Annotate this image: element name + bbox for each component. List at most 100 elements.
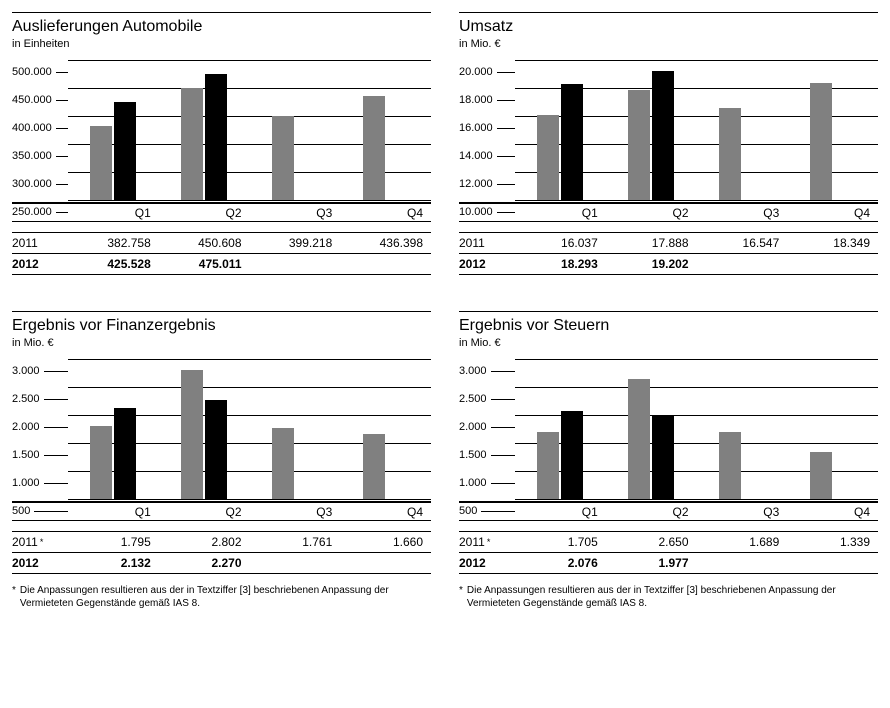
data-cell: 18.349 bbox=[787, 236, 878, 250]
gridline bbox=[68, 499, 431, 500]
bar-2011 bbox=[810, 83, 832, 200]
y-tick-label: 20.000 bbox=[459, 66, 497, 78]
bar-group bbox=[606, 60, 697, 200]
y-tick: 2.000 bbox=[12, 421, 68, 433]
data-cell bbox=[340, 556, 431, 570]
data-cells: 1.7052.6501.6891.339 bbox=[515, 535, 878, 549]
data-row-2011: 2011*1.7952.8021.7611.660 bbox=[12, 531, 431, 553]
x-label: Q2 bbox=[606, 206, 697, 220]
panel-subtitle: in Mio. € bbox=[459, 38, 878, 50]
bar-2012 bbox=[205, 74, 227, 200]
gridline bbox=[515, 499, 878, 500]
y-tick-label: 450.000 bbox=[12, 94, 56, 106]
data-table: 201116.03717.88816.54718.349201218.29319… bbox=[459, 232, 878, 275]
data-cell: 475.011 bbox=[159, 257, 250, 271]
bar-groups bbox=[515, 60, 878, 200]
data-cell bbox=[250, 556, 341, 570]
y-tick-label: 3.000 bbox=[459, 365, 491, 377]
y-tick-label: 1.500 bbox=[12, 449, 44, 461]
y-tick: 350.000 bbox=[12, 150, 68, 162]
panel-subtitle: in Mio. € bbox=[12, 337, 431, 349]
y-tick-rule bbox=[481, 511, 515, 512]
y-tick: 10.000 bbox=[459, 206, 515, 218]
y-tick-rule bbox=[56, 184, 68, 185]
y-tick-rule bbox=[44, 455, 68, 456]
data-cell: 2.650 bbox=[606, 535, 697, 549]
y-tick-rule bbox=[491, 399, 515, 400]
data-cell: 16.037 bbox=[515, 236, 606, 250]
x-axis-row: Q1Q2Q3Q4 bbox=[459, 501, 878, 521]
data-cell: 1.689 bbox=[697, 535, 788, 549]
panel-title: Umsatz bbox=[459, 18, 878, 36]
data-cell bbox=[697, 257, 788, 271]
data-row-label: 2012 bbox=[12, 257, 68, 271]
x-label: Q1 bbox=[68, 505, 159, 519]
bar-2011 bbox=[537, 115, 559, 200]
x-label: Q3 bbox=[250, 206, 341, 220]
data-cell: 2.076 bbox=[515, 556, 606, 570]
bar-2012 bbox=[561, 84, 583, 200]
chart-grid: Auslieferungen Automobilein Einheiten500… bbox=[12, 12, 878, 610]
panel-revenue: Umsatzin Mio. €20.00018.00016.00014.0001… bbox=[459, 12, 878, 275]
panel-title: Auslieferungen Automobile bbox=[12, 18, 431, 36]
y-tick: 500 bbox=[12, 505, 68, 517]
x-label: Q4 bbox=[340, 505, 431, 519]
y-tick-rule bbox=[56, 156, 68, 157]
data-cell: 1.660 bbox=[340, 535, 431, 549]
y-tick-label: 300.000 bbox=[12, 178, 56, 190]
y-tick-label: 14.000 bbox=[459, 150, 497, 162]
data-cell: 17.888 bbox=[606, 236, 697, 250]
data-cells: 18.29319.202 bbox=[515, 257, 878, 271]
bar-group bbox=[515, 359, 606, 499]
x-labels: Q1Q2Q3Q4 bbox=[68, 206, 431, 220]
bar-2011 bbox=[810, 452, 832, 499]
plot-area bbox=[68, 60, 431, 200]
data-row-2011: 2011*1.7052.6501.6891.339 bbox=[459, 531, 878, 553]
bar-group bbox=[697, 60, 788, 200]
x-label: Q4 bbox=[787, 206, 878, 220]
y-tick-label: 1.500 bbox=[459, 449, 491, 461]
plot-area bbox=[68, 359, 431, 499]
series-name: 2012 bbox=[459, 556, 486, 570]
series-name: 2012 bbox=[12, 556, 39, 570]
x-label: Q1 bbox=[68, 206, 159, 220]
chart-area: 3.0002.5002.0001.5001.000500 bbox=[12, 359, 431, 499]
data-cell: 450.608 bbox=[159, 236, 250, 250]
bar-group bbox=[250, 359, 341, 499]
bar-2012 bbox=[561, 411, 583, 499]
bar-2011 bbox=[537, 432, 559, 499]
x-label: Q3 bbox=[250, 505, 341, 519]
y-tick-label: 2.000 bbox=[459, 421, 491, 433]
y-tick-rule bbox=[491, 455, 515, 456]
bar-2011 bbox=[719, 108, 741, 200]
panel-top-rule bbox=[459, 311, 878, 315]
y-tick: 250.000 bbox=[12, 206, 68, 218]
x-axis-row: Q1Q2Q3Q4 bbox=[459, 202, 878, 222]
y-axis: 3.0002.5002.0001.5001.000500 bbox=[459, 359, 515, 499]
series-name: 2011 bbox=[459, 236, 485, 250]
y-tick-label: 2.500 bbox=[459, 393, 491, 405]
y-tick-rule bbox=[56, 100, 68, 101]
bar-2011 bbox=[272, 116, 294, 200]
panel-top-rule bbox=[12, 311, 431, 315]
x-labels: Q1Q2Q3Q4 bbox=[515, 505, 878, 519]
data-row-label: 2012 bbox=[459, 556, 515, 570]
data-cell: 18.293 bbox=[515, 257, 606, 271]
bar-group bbox=[787, 359, 878, 499]
y-tick-label: 250.000 bbox=[12, 206, 56, 218]
data-row-2012: 2012425.528475.011 bbox=[12, 253, 431, 275]
x-axis-row: Q1Q2Q3Q4 bbox=[12, 202, 431, 222]
data-cell bbox=[340, 257, 431, 271]
panel-top-rule bbox=[459, 12, 878, 16]
bar-groups bbox=[515, 359, 878, 499]
y-tick: 2.500 bbox=[12, 393, 68, 405]
y-tick-rule bbox=[497, 100, 515, 101]
data-row-label: 2012 bbox=[459, 257, 515, 271]
bar-group bbox=[68, 359, 159, 499]
bar-2011 bbox=[181, 88, 203, 200]
data-cell: 19.202 bbox=[606, 257, 697, 271]
y-tick-rule bbox=[44, 483, 68, 484]
y-tick-label: 2.000 bbox=[12, 421, 44, 433]
y-tick: 450.000 bbox=[12, 94, 68, 106]
y-tick-rule bbox=[491, 483, 515, 484]
